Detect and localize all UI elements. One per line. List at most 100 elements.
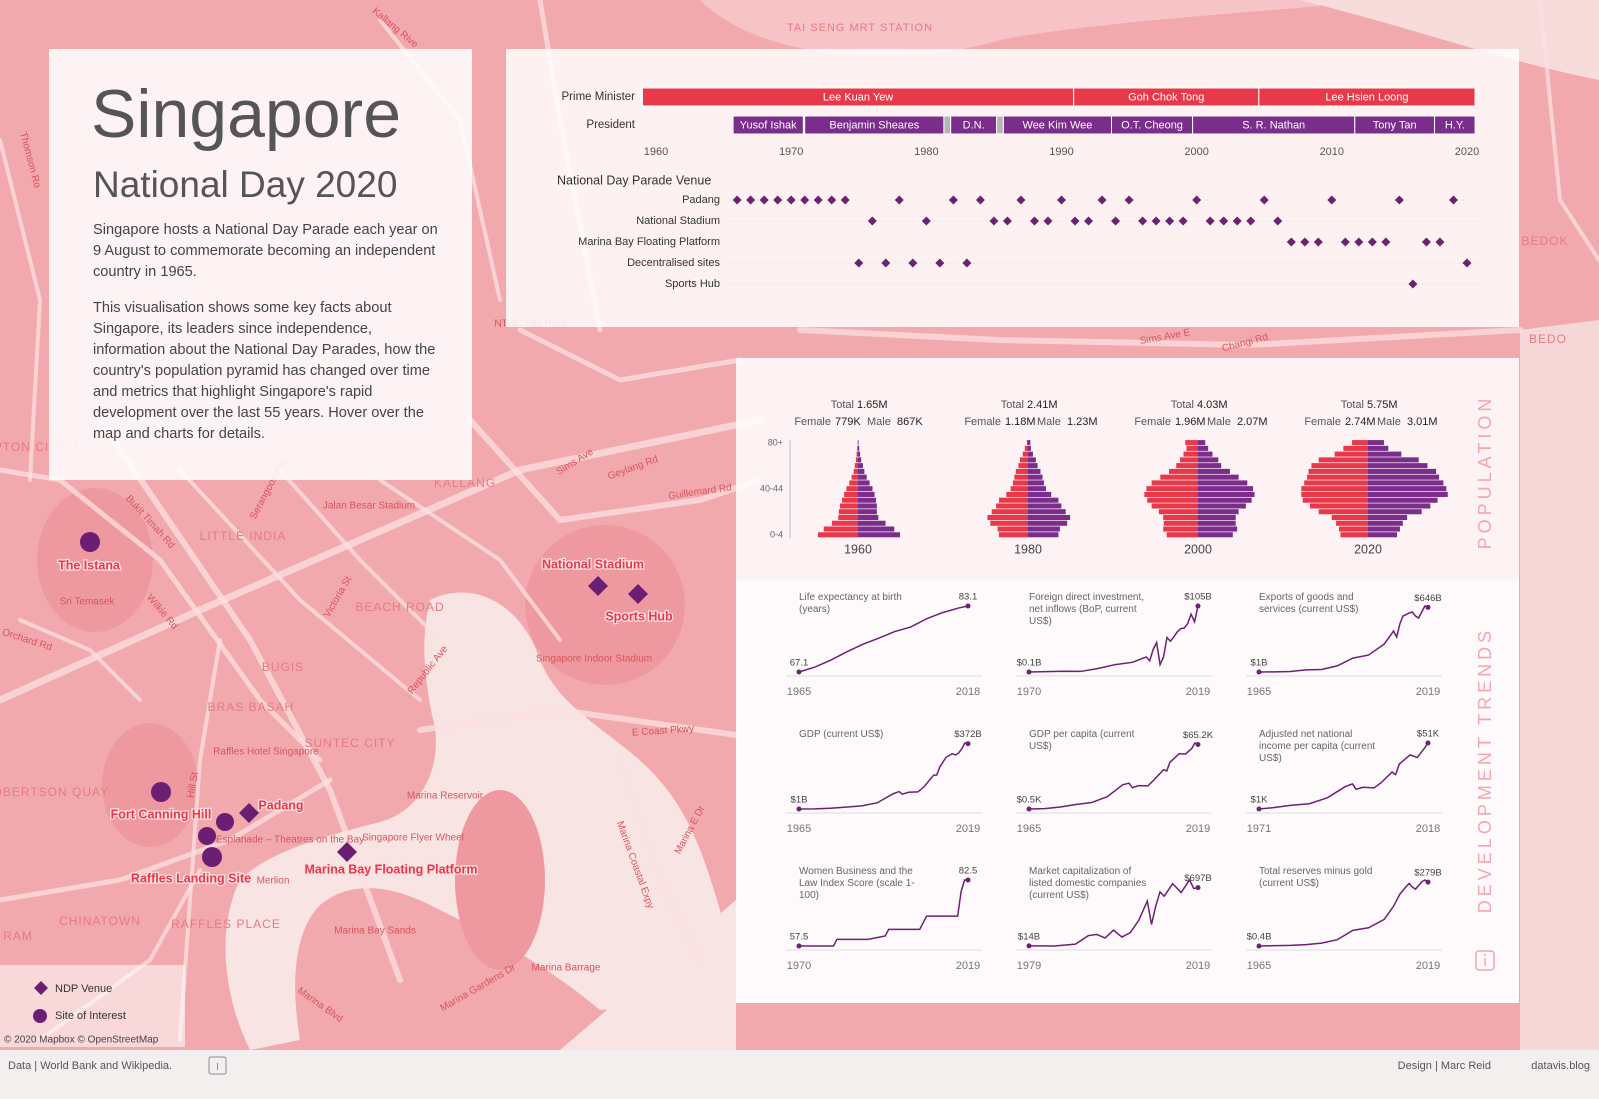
venue-point[interactable]: [948, 195, 958, 205]
pyramid-bar[interactable]: [991, 509, 1028, 515]
pyramid-bar[interactable]: [1368, 468, 1437, 474]
pyramid-bar[interactable]: [1151, 480, 1198, 486]
pyramid-bar[interactable]: [1198, 474, 1239, 480]
venue-point[interactable]: [759, 195, 769, 205]
pyramid-bar[interactable]: [1028, 486, 1046, 492]
venue-point[interactable]: [1029, 216, 1039, 226]
pyramid-bar[interactable]: [1368, 451, 1402, 457]
trend-line[interactable]: [1028, 742, 1199, 810]
leader-bar[interactable]: [1434, 115, 1476, 135]
venue-point[interactable]: [1111, 216, 1121, 226]
pyramid-bar[interactable]: [1024, 445, 1028, 451]
pyramid-bar[interactable]: [1368, 457, 1419, 463]
trend-line[interactable]: [1258, 879, 1429, 947]
pyramid-bar[interactable]: [842, 497, 858, 503]
site-marker[interactable]: [202, 847, 222, 867]
pyramid-bar[interactable]: [1006, 491, 1028, 497]
pyramid-bar[interactable]: [1311, 463, 1368, 469]
venue-point[interactable]: [1097, 195, 1107, 205]
venue-point[interactable]: [773, 195, 783, 205]
venue-point[interactable]: [1448, 195, 1458, 205]
pyramid-bar[interactable]: [1307, 474, 1368, 480]
pyramid-bar[interactable]: [1014, 474, 1028, 480]
pyramid-bar[interactable]: [1198, 497, 1252, 503]
venue-point[interactable]: [881, 258, 891, 268]
venue-point[interactable]: [894, 195, 904, 205]
pyramid-bar[interactable]: [854, 463, 858, 469]
trend-line[interactable]: [1028, 878, 1199, 947]
venue-point[interactable]: [1070, 216, 1080, 226]
pyramid-bar[interactable]: [838, 514, 858, 521]
pyramid-bar[interactable]: [858, 526, 895, 532]
pyramid-bar[interactable]: [1368, 480, 1444, 486]
venue-point[interactable]: [1462, 258, 1472, 268]
pyramid-bar[interactable]: [1301, 491, 1368, 497]
pyramid-bar[interactable]: [1028, 491, 1052, 497]
leader-bar[interactable]: [996, 115, 1004, 135]
pyramid-bar[interactable]: [1018, 463, 1028, 469]
pyramid-bar[interactable]: [1368, 509, 1422, 515]
pyramid-bar[interactable]: [1198, 526, 1238, 532]
trend-line[interactable]: [798, 605, 969, 673]
pyramid-bar[interactable]: [1368, 497, 1438, 503]
venue-marker[interactable]: [628, 584, 648, 604]
pyramid-bar[interactable]: [1183, 451, 1199, 457]
pyramid-bar[interactable]: [1028, 445, 1031, 451]
pyramid-bar[interactable]: [1368, 440, 1384, 446]
info-icon[interactable]: [1475, 950, 1495, 971]
pyramid-bar[interactable]: [1304, 480, 1368, 486]
pyramid-bar[interactable]: [1185, 440, 1198, 446]
pyramid-bar[interactable]: [1198, 463, 1222, 469]
venue-point[interactable]: [1178, 216, 1188, 226]
pyramid-bar[interactable]: [1318, 509, 1368, 515]
venue-point[interactable]: [1084, 216, 1094, 226]
site-marker[interactable]: [151, 782, 171, 802]
venue-point[interactable]: [1151, 216, 1161, 226]
venue-point[interactable]: [1016, 195, 1026, 205]
pyramid-bar[interactable]: [1166, 532, 1198, 538]
pyramid-bar[interactable]: [1028, 503, 1062, 509]
venue-point[interactable]: [827, 195, 837, 205]
pyramid-bar[interactable]: [1343, 445, 1368, 451]
pyramid-bar[interactable]: [987, 514, 1028, 521]
pyramid-bar[interactable]: [858, 497, 876, 503]
pyramid-bar[interactable]: [1352, 440, 1368, 446]
venue-point[interactable]: [935, 258, 945, 268]
venue-point[interactable]: [1408, 279, 1418, 289]
venue-point[interactable]: [1057, 195, 1066, 205]
pyramid-bar[interactable]: [1028, 526, 1060, 532]
pyramid-bar[interactable]: [1028, 468, 1041, 474]
venue-point[interactable]: [1381, 237, 1391, 247]
pyramid-bar[interactable]: [1368, 520, 1403, 526]
pyramid-bar[interactable]: [1176, 463, 1198, 469]
venue-point[interactable]: [1165, 216, 1175, 226]
venue-point[interactable]: [1124, 195, 1134, 205]
pyramid-bar[interactable]: [858, 532, 901, 538]
pyramid-bar[interactable]: [1163, 520, 1198, 526]
pyramid-bar[interactable]: [1368, 474, 1440, 480]
pyramid-bar[interactable]: [1368, 463, 1428, 469]
pyramid-bar[interactable]: [857, 445, 858, 451]
pyramid-bar[interactable]: [858, 520, 886, 526]
pyramid-bar[interactable]: [1368, 491, 1448, 497]
pyramid-bar[interactable]: [856, 451, 858, 457]
venue-point[interactable]: [840, 195, 850, 205]
pyramid-bar[interactable]: [1163, 526, 1198, 532]
pyramid-bar[interactable]: [1198, 514, 1236, 521]
venue-point[interactable]: [1435, 237, 1445, 247]
pyramid-bar[interactable]: [1198, 532, 1233, 538]
venue-point[interactable]: [1138, 216, 1148, 226]
pyramid-bar[interactable]: [1368, 532, 1397, 538]
pyramid-bar[interactable]: [1028, 520, 1068, 526]
pyramid-bar[interactable]: [1180, 457, 1198, 463]
venue-marker[interactable]: [239, 803, 259, 823]
site-marker[interactable]: [216, 813, 234, 831]
pyramid-bar[interactable]: [858, 451, 861, 457]
venue-point[interactable]: [1354, 237, 1364, 247]
venue-marker[interactable]: [337, 842, 357, 862]
pyramid-bar[interactable]: [846, 486, 858, 492]
venue-point[interactable]: [813, 195, 823, 205]
pyramid-bar[interactable]: [1146, 486, 1198, 492]
pyramid-bar[interactable]: [858, 474, 867, 480]
pyramid-bar[interactable]: [990, 520, 1028, 526]
